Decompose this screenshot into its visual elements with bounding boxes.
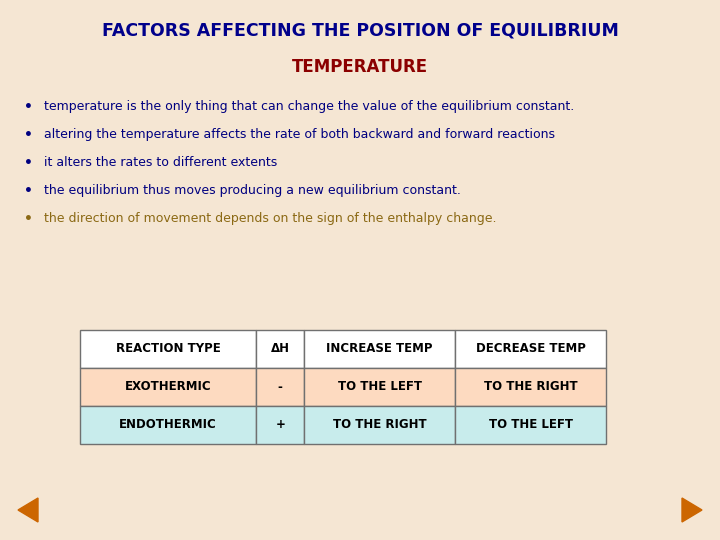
Bar <box>80 368 256 406</box>
Text: DECREASE TEMP: DECREASE TEMP <box>476 342 586 355</box>
Text: ΔH: ΔH <box>271 342 289 355</box>
Text: TO THE RIGHT: TO THE RIGHT <box>484 381 577 394</box>
Text: TEMPERATURE: TEMPERATURE <box>292 58 428 76</box>
Bar <box>256 330 304 368</box>
Bar <box>455 330 606 368</box>
Text: -: - <box>278 381 283 394</box>
Bar <box>455 406 606 444</box>
Text: temperature is the only thing that can change the value of the equilibrium const: temperature is the only thing that can c… <box>44 100 575 113</box>
Bar <box>455 368 606 406</box>
Bar <box>304 330 455 368</box>
Text: •: • <box>24 100 32 114</box>
Text: +: + <box>275 418 285 431</box>
Bar <box>304 368 455 406</box>
Text: INCREASE TEMP: INCREASE TEMP <box>326 342 433 355</box>
Bar <box>80 406 256 444</box>
Bar <box>256 368 304 406</box>
Bar <box>256 406 304 444</box>
Text: it alters the rates to different extents: it alters the rates to different extents <box>44 156 277 169</box>
Text: •: • <box>24 128 32 142</box>
Polygon shape <box>682 498 702 522</box>
Text: altering the temperature affects the rate of both backward and forward reactions: altering the temperature affects the rat… <box>44 128 555 141</box>
Polygon shape <box>18 498 38 522</box>
Text: FACTORS AFFECTING THE POSITION OF EQUILIBRIUM: FACTORS AFFECTING THE POSITION OF EQUILI… <box>102 22 618 40</box>
Text: EXOTHERMIC: EXOTHERMIC <box>125 381 212 394</box>
Text: •: • <box>24 156 32 170</box>
Text: ENDOTHERMIC: ENDOTHERMIC <box>120 418 217 431</box>
Text: •: • <box>24 184 32 198</box>
Text: the equilibrium thus moves producing a new equilibrium constant.: the equilibrium thus moves producing a n… <box>44 184 461 197</box>
Text: TO THE LEFT: TO THE LEFT <box>489 418 573 431</box>
Text: REACTION TYPE: REACTION TYPE <box>116 342 220 355</box>
Bar <box>80 330 256 368</box>
Text: •: • <box>24 212 32 226</box>
Text: TO THE RIGHT: TO THE RIGHT <box>333 418 426 431</box>
Text: the direction of movement depends on the sign of the enthalpy change.: the direction of movement depends on the… <box>44 212 497 225</box>
Text: TO THE LEFT: TO THE LEFT <box>338 381 422 394</box>
Bar <box>304 406 455 444</box>
